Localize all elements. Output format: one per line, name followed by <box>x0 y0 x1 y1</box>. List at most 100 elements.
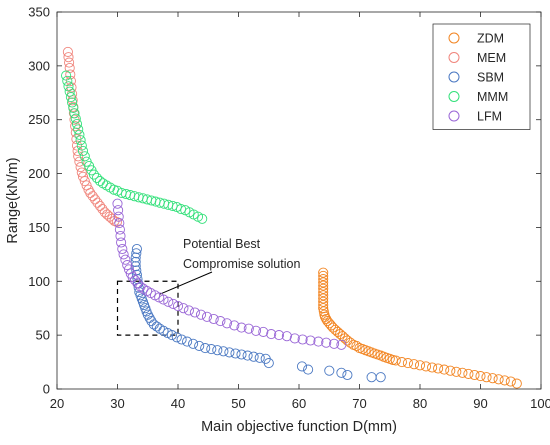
data-point <box>182 336 193 347</box>
data-point <box>117 243 128 255</box>
data-point <box>243 323 254 334</box>
data-point <box>324 365 335 376</box>
legend-marker-lfm <box>448 110 460 122</box>
annotation-layer: Potential Best Compromise solution <box>116 237 300 336</box>
data-point <box>303 364 314 375</box>
data-point <box>305 335 316 346</box>
data-point <box>408 359 420 370</box>
data-point <box>201 311 213 322</box>
data-point <box>289 333 300 344</box>
data-point <box>116 237 127 248</box>
data-point <box>250 325 262 336</box>
x-tick-label: 90 <box>473 396 487 411</box>
data-point <box>390 355 401 366</box>
data-point <box>197 213 208 224</box>
data-point <box>236 349 247 360</box>
series-zdm <box>318 267 522 389</box>
data-point <box>396 357 407 368</box>
x-tick-label: 20 <box>50 396 64 411</box>
x-tick-label: 70 <box>352 396 366 411</box>
data-point <box>129 275 141 286</box>
data-point <box>224 347 235 358</box>
data-point <box>420 361 432 372</box>
legend-label-lfm: LFM <box>477 110 502 124</box>
data-point <box>79 176 90 187</box>
data-point <box>336 339 347 350</box>
y-tick-label: 100 <box>28 274 50 289</box>
data-point <box>318 277 329 288</box>
marks-layer <box>61 46 522 389</box>
data-point <box>206 344 217 355</box>
data-point <box>74 129 85 140</box>
data-point <box>64 57 75 68</box>
legend-label-zdm: ZDM <box>477 32 504 46</box>
data-point <box>127 271 138 283</box>
data-point <box>329 338 340 349</box>
data-point <box>208 313 219 325</box>
data-point <box>318 283 329 294</box>
data-point <box>493 374 504 385</box>
y-tick-label: 200 <box>28 166 50 181</box>
data-point <box>351 340 362 351</box>
data-point <box>74 156 85 167</box>
data-point <box>77 171 89 182</box>
data-point <box>194 340 205 351</box>
data-point <box>75 162 86 173</box>
data-point <box>229 320 240 331</box>
legend-marker-zdm <box>448 32 460 44</box>
data-point <box>148 319 159 330</box>
compromise-region-box <box>116 280 179 336</box>
data-point <box>321 337 332 348</box>
data-point <box>97 204 108 215</box>
data-point <box>176 334 187 345</box>
data-point <box>318 306 329 317</box>
x-tick-label: 80 <box>413 396 427 411</box>
data-point <box>69 108 80 119</box>
data-point <box>79 151 90 162</box>
data-point <box>318 274 329 285</box>
data-point <box>281 331 292 342</box>
annotation-line-2: Compromise solution <box>183 257 300 271</box>
data-point <box>212 345 223 356</box>
series-sbm <box>130 243 386 383</box>
data-point <box>168 298 179 309</box>
data-point <box>297 334 308 345</box>
data-point <box>313 336 324 347</box>
data-point <box>73 124 84 135</box>
data-point <box>402 358 413 369</box>
data-point <box>172 301 184 312</box>
data-point <box>266 329 277 340</box>
data-point <box>318 267 329 278</box>
data-point <box>122 260 133 271</box>
data-point <box>511 378 522 389</box>
data-point <box>120 254 131 265</box>
data-point <box>65 69 76 80</box>
data-point <box>451 366 462 377</box>
data-point <box>87 191 98 202</box>
data-point <box>183 305 194 316</box>
data-point <box>273 330 285 341</box>
data-point <box>63 81 74 92</box>
data-point <box>200 343 211 354</box>
data-point <box>258 326 269 337</box>
data-point <box>318 270 329 281</box>
data-point <box>70 121 81 132</box>
data-point <box>71 140 83 151</box>
data-point <box>90 194 101 205</box>
data-point <box>178 303 189 314</box>
data-point <box>130 252 141 263</box>
x-tick-label: 60 <box>292 396 306 411</box>
series-lfm <box>112 198 347 350</box>
data-point <box>366 372 377 383</box>
y-tick-label: 50 <box>36 328 50 343</box>
y-axis-label: Range(kN/m) <box>5 157 21 243</box>
annotation-line-1: Potential Best <box>183 237 261 251</box>
data-point <box>76 140 87 151</box>
data-point <box>445 365 456 376</box>
data-point <box>475 371 486 382</box>
data-point <box>221 318 233 329</box>
data-point <box>118 249 129 260</box>
data-point <box>113 211 124 222</box>
data-point <box>88 169 99 180</box>
